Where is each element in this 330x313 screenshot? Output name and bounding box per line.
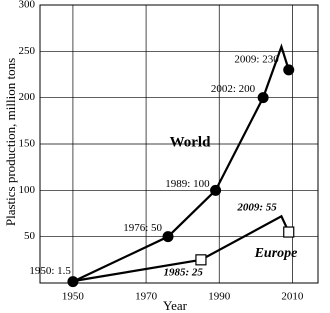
data-label: 1976: 50 bbox=[123, 222, 162, 234]
y-axis-label: Plastics production, million tons bbox=[3, 58, 18, 226]
y-tick-label: 200 bbox=[19, 91, 36, 103]
x-tick-label: 1970 bbox=[135, 291, 158, 303]
x-axis-label: Year bbox=[163, 298, 188, 313]
point bbox=[162, 231, 174, 243]
y-tick-label: 300 bbox=[19, 0, 36, 11]
point bbox=[195, 254, 207, 266]
data-label: 1985: 25 bbox=[164, 266, 204, 278]
y-tick-label: 150 bbox=[19, 138, 36, 150]
data-label: 2009: 230 bbox=[234, 53, 279, 65]
x-tick-label: 1950 bbox=[62, 291, 85, 303]
y-tick-label: 50 bbox=[24, 230, 36, 242]
data-label: 1950: 1.5 bbox=[29, 265, 71, 277]
x-tick-label: 2010 bbox=[281, 291, 304, 303]
data-label: 2002: 200 bbox=[211, 83, 256, 95]
line bbox=[72, 214, 290, 283]
y-tick-label: 250 bbox=[19, 45, 36, 57]
series-name: Europe bbox=[254, 246, 298, 261]
x-tick-label: 1990 bbox=[208, 291, 231, 303]
line bbox=[72, 43, 290, 283]
series-name: World bbox=[170, 134, 211, 150]
point bbox=[283, 64, 295, 76]
point bbox=[210, 184, 222, 196]
data-label: 2009: 55 bbox=[236, 202, 277, 214]
data-label: 1989: 100 bbox=[165, 178, 210, 190]
point bbox=[67, 276, 79, 288]
y-tick-label: 100 bbox=[19, 184, 36, 196]
point bbox=[283, 226, 295, 238]
point bbox=[257, 92, 269, 104]
